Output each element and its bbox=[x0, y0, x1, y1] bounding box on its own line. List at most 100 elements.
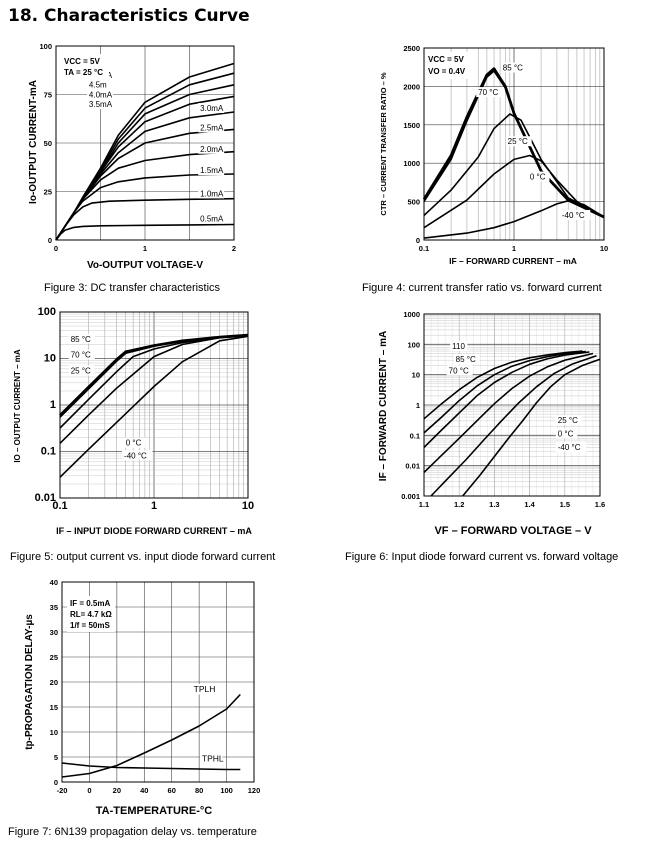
fig3-ytick-label: 75 bbox=[44, 91, 52, 100]
fig3-series-label-1: 1.0mA bbox=[200, 189, 224, 198]
fig4-chart: 0.1 1 10 0 500 1000 1500 2000 2500 IF – FORWARD C… bbox=[379, 44, 608, 266]
fig5-grid bbox=[60, 312, 248, 498]
fig7-xtick-label: 0 bbox=[87, 786, 91, 795]
fig3-series-label-8: 4.5m bbox=[89, 81, 107, 90]
fig6-xaxis-label: VF – FORWARD VOLTAGE – V bbox=[434, 525, 592, 537]
fig7-series-line-1 bbox=[61, 762, 241, 771]
fig3-series-label-4: 2.5mA bbox=[200, 123, 224, 132]
fig3-xtick-label: 1 bbox=[143, 244, 147, 253]
fig6-series-label-5: -40 °C bbox=[558, 443, 581, 452]
fig3-series-line-9 bbox=[55, 62, 235, 241]
fig6-series-label-bg bbox=[453, 354, 480, 365]
fig5-series-label-bg bbox=[68, 333, 95, 344]
fig5-caption: Figure 5: output current vs. input diode… bbox=[10, 551, 276, 563]
fig4-series-line-4 bbox=[423, 200, 605, 239]
fig6-series-label-bg bbox=[446, 365, 473, 376]
fig4-ytick-label: 1000 bbox=[403, 159, 420, 168]
fig4-series-line-2 bbox=[423, 113, 605, 218]
fig3-annotation-line: VCC = 5V bbox=[64, 57, 100, 66]
fig5-series-label-bg bbox=[68, 349, 95, 360]
fig6-plot-frame bbox=[423, 313, 601, 497]
fig4-xtick-label: 10 bbox=[600, 244, 608, 253]
fig5-ytick-label: 1 bbox=[50, 399, 56, 411]
fig3-annotation-line: TA = 25 °C bbox=[64, 68, 103, 77]
fig7-xtick-label: 80 bbox=[195, 786, 203, 795]
fig4-series-label-bg bbox=[505, 136, 532, 147]
fig6-xtick-label: 1.1 bbox=[419, 500, 429, 509]
fig4-series-label-1: 70 °C bbox=[478, 88, 498, 97]
fig3-series-label-bg bbox=[198, 165, 225, 176]
fig5-ytick-label: 0.1 bbox=[41, 446, 56, 458]
fig3-series-label-5: 3.0mA bbox=[200, 104, 224, 113]
fig5-xtick-label: 1 bbox=[151, 500, 157, 512]
fig5-xaxis-label: IF – INPUT DIODE FORWARD CURRENT – mA bbox=[56, 526, 252, 536]
fig3-caption: Figure 3: DC transfer characteristics bbox=[44, 282, 221, 294]
fig6-chart: 1.1 1.2 1.3 1.4 1.5 1.60.0010.010.11101001000… bbox=[378, 310, 605, 537]
fig6-xtick-label: 1.3 bbox=[489, 500, 499, 509]
fig3-xtick-label: 2 bbox=[232, 244, 236, 253]
fig4-series-label-bg bbox=[559, 209, 591, 220]
fig6-series-line-3 bbox=[423, 352, 594, 473]
fig7-xtick-label: 40 bbox=[140, 786, 148, 795]
fig4-xaxis-label: IF – FORWARD CURRENT – mA bbox=[449, 256, 577, 266]
fig6-series-line-4 bbox=[430, 355, 597, 497]
fig7-series-label-0: TPLH bbox=[194, 684, 216, 694]
fig4-caption: Figure 4: current transfer ratio vs. for… bbox=[362, 282, 602, 294]
fig6-caption: Figure 6: Input diode forward current vs… bbox=[345, 551, 619, 563]
fig5-ytick-label: 100 bbox=[38, 306, 56, 318]
fig7-caption: Figure 7: 6N139 propagation delay vs. te… bbox=[8, 826, 257, 838]
fig3-xtick-label: 0 bbox=[54, 244, 58, 253]
fig6-series-label-bg bbox=[555, 428, 578, 439]
fig6-ytick-label: 0.01 bbox=[405, 462, 420, 471]
fig4-annotation-bg bbox=[425, 52, 469, 79]
fig4-ytick-label: 0 bbox=[416, 236, 420, 245]
fig4-series-label-4: -40 °C bbox=[562, 211, 585, 220]
fig6-series-label-bg bbox=[555, 441, 587, 452]
fig3-series-label-2: 1.5mA bbox=[200, 166, 224, 175]
fig6-xtick-label: 1.4 bbox=[524, 500, 535, 509]
fig3-plot-frame bbox=[55, 45, 235, 241]
fig6-series-label-1: 85 °C bbox=[456, 355, 476, 364]
fig3-annotation-bg bbox=[61, 54, 109, 79]
fig7-series-line-0 bbox=[61, 693, 241, 778]
fig7-series-label-bg bbox=[199, 753, 223, 764]
fig6-ytick-label: 0.001 bbox=[401, 492, 420, 501]
fig7-xaxis-label: TA-TEMPERATURE-°C bbox=[96, 805, 212, 817]
fig6-series-line-2 bbox=[423, 351, 590, 448]
fig4-series-label-3: 0 °C bbox=[530, 173, 546, 182]
page-title: 18. Characteristics Curve bbox=[8, 6, 250, 26]
fig5-ytick-label: 0.01 bbox=[35, 492, 56, 504]
fig3-series-label-bg bbox=[86, 99, 113, 110]
fig3-series-label-7: 4.0mA bbox=[89, 90, 113, 99]
fig7-chart: -20 0 20 40 60 80 100 1200510152025303540TA-TEM… bbox=[24, 578, 261, 817]
fig3-series-label-bg bbox=[86, 89, 113, 100]
fig3-ytick-label: 25 bbox=[44, 188, 52, 197]
fig3-series-label-bg bbox=[86, 79, 109, 90]
fig7-ytick-label: 30 bbox=[50, 628, 58, 637]
fig5-series-line-4 bbox=[59, 335, 249, 478]
fig7-ytick-label: 10 bbox=[50, 728, 58, 737]
fig6-series-line-1 bbox=[423, 350, 586, 434]
fig6-ytick-label: 10 bbox=[412, 371, 420, 380]
fig3-series-label-0: 0.5mA bbox=[200, 215, 224, 224]
fig7-ytick-label: 0 bbox=[54, 778, 58, 787]
fig5-series-line-1 bbox=[59, 334, 249, 418]
fig7-xtick-label: -20 bbox=[57, 786, 68, 795]
fig6-ytick-label: 1000 bbox=[403, 310, 420, 319]
fig3-series-label-bg bbox=[198, 213, 225, 224]
fig7-ytick-label: 35 bbox=[50, 603, 58, 612]
fig3-ytick-label: 0 bbox=[48, 236, 52, 245]
fig4-xtick-label: 1 bbox=[512, 244, 516, 253]
fig4-annotation-line: VO = 0.4V bbox=[428, 67, 466, 76]
fig6-ytick-label: 1 bbox=[416, 401, 420, 410]
fig3-ytick-label: 100 bbox=[39, 42, 52, 51]
fig4-ytick-label: 2000 bbox=[403, 82, 420, 91]
fig4-series-line-3 bbox=[423, 154, 605, 229]
fig6-series-label-0: 110 bbox=[452, 342, 465, 351]
fig7-ytick-label: 20 bbox=[50, 678, 58, 687]
fig4-series-label-2: 25 °C bbox=[508, 137, 528, 146]
fig3-series-line-0 bbox=[55, 223, 235, 241]
fig6-series-label-bg bbox=[450, 341, 468, 352]
fig7-xtick-label: 120 bbox=[248, 786, 261, 795]
